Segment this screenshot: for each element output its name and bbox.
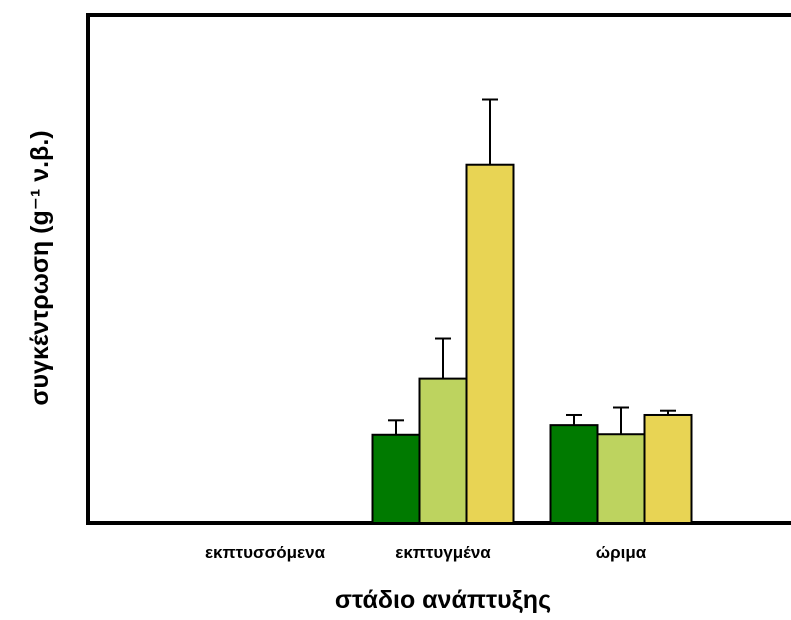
x-tick-labels: εκπτυσσόμενα εκπτυγμένα ώριμα — [205, 543, 647, 562]
bar — [643, 413, 693, 524]
bar — [465, 163, 515, 524]
x-tick-label: εκπτυσσόμενα — [205, 543, 326, 562]
bar — [371, 433, 421, 525]
bar — [549, 424, 599, 524]
x-tick-label: εκπτυγμένα — [395, 543, 491, 562]
x-tick-label: ώριμα — [596, 543, 647, 562]
bar — [596, 433, 646, 524]
error-bars-group — [388, 98, 676, 435]
bars-group — [371, 163, 693, 525]
y-axis-title: συγκέντρωση (g⁻¹ ν.β.) — [26, 130, 54, 405]
bar — [418, 377, 468, 525]
x-axis-title: στάδιο ανάπτυξης — [335, 586, 551, 614]
